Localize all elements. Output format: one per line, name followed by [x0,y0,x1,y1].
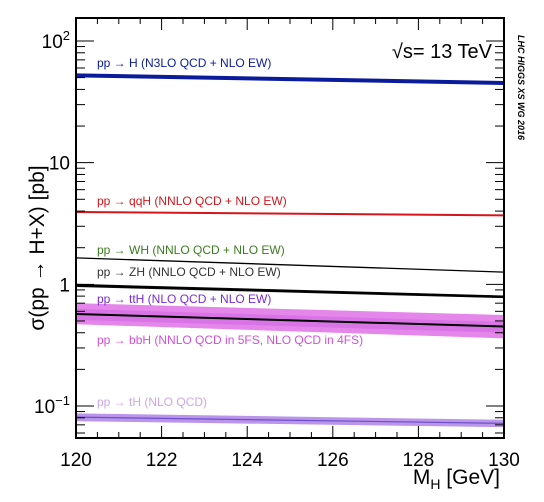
x-tick-label: 130 [488,450,520,471]
x-tick-label: 124 [231,450,263,471]
series-labels: pp → H (N3LO QCD + NLO EW) pp → qqH (NNLO… [97,56,363,409]
series-lines [75,73,505,424]
x-axis-title: MH [GeV] [413,466,500,492]
series-line-4 [75,313,505,328]
series-label-6: pp → tH (NLO QCD) [97,395,207,409]
series-label-5: pp → bbH (NNLO QCD in 5FS, NLO QCD in 4F… [97,333,363,347]
series-label-1: pp → qqH (NNLO QCD + NLO EW) [97,194,287,208]
series-line-6 [75,416,505,424]
x-tick-label: 128 [403,450,435,471]
series-label-4: pp → ttH (NLO QCD + NLO EW) [97,292,271,306]
series-label-0: pp → H (N3LO QCD + NLO EW) [97,56,271,70]
series-label-3: pp → ZH (NNLO QCD + NLO EW) [97,265,281,279]
x-tick-label: 122 [146,450,178,471]
y-tick-label: 1 [59,275,70,296]
y-tick-label: 10 [49,154,70,175]
series-line-1 [75,211,505,217]
series-line-0 [75,73,505,85]
energy-annotation: √s= 13 TeV [392,41,493,63]
collaboration-label: LHC HIGGS XS WG 2016 [516,35,526,141]
series-line-3 [75,284,505,298]
y-tick-label: 102 [42,28,70,53]
axis-ticks: 120 122 124 126 128 130 102 10 1 10−1 [34,18,520,471]
series-label-2: pp → WH (NNLO QCD + NLO EW) [97,243,285,257]
y-tick-label: 10−1 [34,393,70,418]
series-line-2 [75,257,505,273]
y-axis-title: σ(pp → H+X) [pb] [26,165,49,330]
x-tick-label: 126 [317,450,349,471]
x-tick-label: 120 [60,450,92,471]
